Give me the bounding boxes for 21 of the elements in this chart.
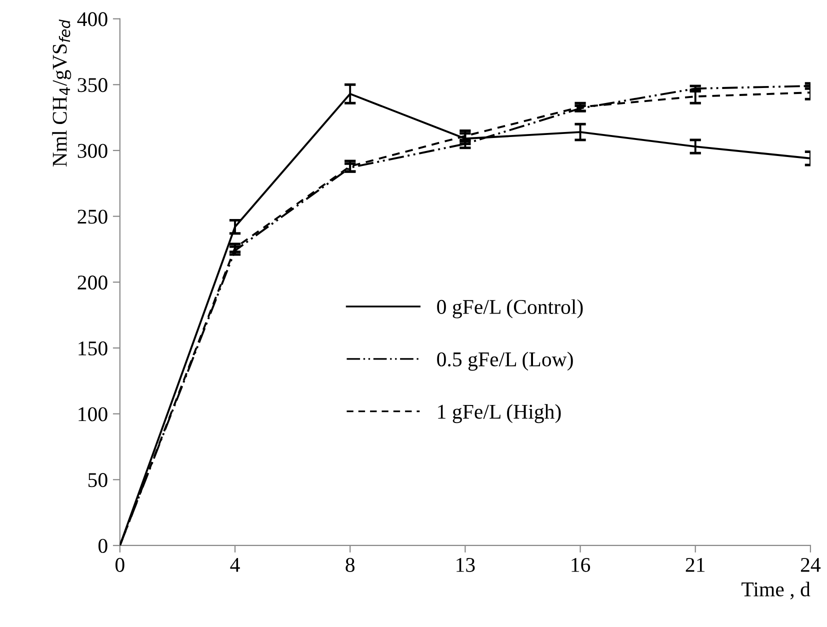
y-tick-label: 300 (78, 144, 108, 158)
y-tick-label: 50 (88, 473, 108, 488)
y-tick-label: 150 (78, 341, 108, 356)
legend-label: 0.5 gFe/L (Low) (437, 352, 573, 371)
y-tick-label: 400 (77, 12, 108, 26)
x-tick-label: 4 (230, 558, 240, 572)
x-tick-label: 21 (686, 558, 705, 572)
y-axis-title: Nml CH$_{4}$/gVS$_{fed}$ (52, 19, 72, 167)
y-tick-label: 100 (78, 407, 108, 422)
legend-label: 1 gFe/L (High) (438, 404, 561, 424)
x-tick-label: 8 (346, 558, 355, 572)
x-tick-label: 0 (116, 558, 124, 572)
legend-label: 0 gFe/L (Control) (437, 299, 583, 318)
y-tick-label: 350 (78, 78, 108, 92)
x-tick-label: 24 (800, 558, 821, 572)
x-tick-label: 16 (572, 558, 590, 572)
y-tick-label: 250 (78, 210, 108, 224)
x-axis-title: Time , d (742, 582, 810, 600)
y-tick-label: 200 (78, 276, 108, 290)
x-tick-label: 13 (456, 558, 475, 572)
y-tick-label: 0 (98, 538, 108, 553)
